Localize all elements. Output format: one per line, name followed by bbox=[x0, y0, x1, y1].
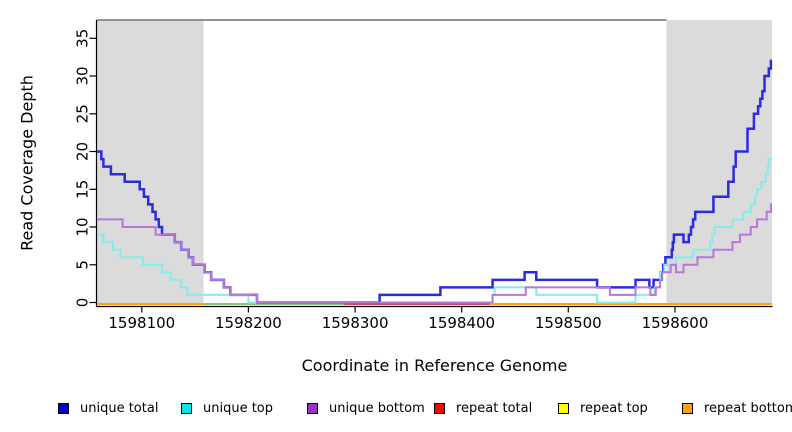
x-axis-tick-label: 1598200 bbox=[215, 314, 282, 332]
legend-label: repeat bottom bbox=[704, 400, 792, 416]
y-axis-tick-label: 30 bbox=[74, 66, 92, 85]
legend: unique total unique top unique bottom repea… bbox=[0, 400, 792, 420]
shaded-region bbox=[97, 20, 204, 305]
coverage-line-unique-bottom bbox=[97, 203, 772, 304]
legend-item-unique-total: unique total bbox=[58, 400, 158, 416]
x-axis-tick-label: 1598400 bbox=[428, 314, 495, 332]
y-axis-tick-label: 10 bbox=[74, 217, 92, 236]
legend-item-repeat-total: repeat total bbox=[434, 400, 532, 416]
y-axis-tick-label: 0 bbox=[74, 298, 92, 308]
legend-label: unique top bbox=[203, 400, 274, 416]
x-axis-tick-label: 1598500 bbox=[535, 314, 602, 332]
y-axis-tick-label: 35 bbox=[74, 29, 92, 48]
x-axis-tick-label: 1598100 bbox=[108, 314, 175, 332]
legend-label: repeat total bbox=[456, 400, 533, 416]
y-axis-tick-label: 5 bbox=[74, 260, 92, 270]
axis-lines bbox=[95, 20, 773, 308]
legend-item-unique-top: unique top bbox=[181, 400, 273, 416]
y-axis-tick-label: 25 bbox=[74, 104, 92, 123]
y-axis-label: Read Coverage Depth bbox=[17, 75, 37, 251]
legend-swatch-repeat-bottom bbox=[682, 402, 693, 414]
legend-label: repeat top bbox=[580, 400, 648, 416]
x-axis-tick-label: 1598300 bbox=[322, 314, 389, 332]
x-axis-label: Coordinate in Reference Genome bbox=[301, 356, 568, 375]
legend-swatch-unique-total bbox=[58, 402, 69, 414]
legend-swatch-repeat-top bbox=[558, 402, 569, 414]
y-axis-tick-label: 15 bbox=[74, 180, 92, 199]
legend-label: unique bottom bbox=[329, 400, 425, 416]
legend-swatch-unique-bottom bbox=[307, 402, 318, 414]
legend-swatch-repeat-total bbox=[434, 402, 445, 414]
legend-item-unique-bottom: unique bottom bbox=[307, 400, 425, 416]
x-axis-tick-label: 1598600 bbox=[642, 314, 709, 332]
legend-label: unique total bbox=[80, 400, 159, 416]
legend-swatch-unique-top bbox=[181, 402, 192, 414]
y-axis-tick-label: 20 bbox=[74, 142, 92, 161]
legend-item-repeat-bottom: repeat bottom bbox=[682, 400, 792, 416]
shaded-region bbox=[666, 20, 772, 305]
coverage-line-unique-total bbox=[97, 59, 773, 304]
legend-item-repeat-top: repeat top bbox=[558, 400, 648, 416]
